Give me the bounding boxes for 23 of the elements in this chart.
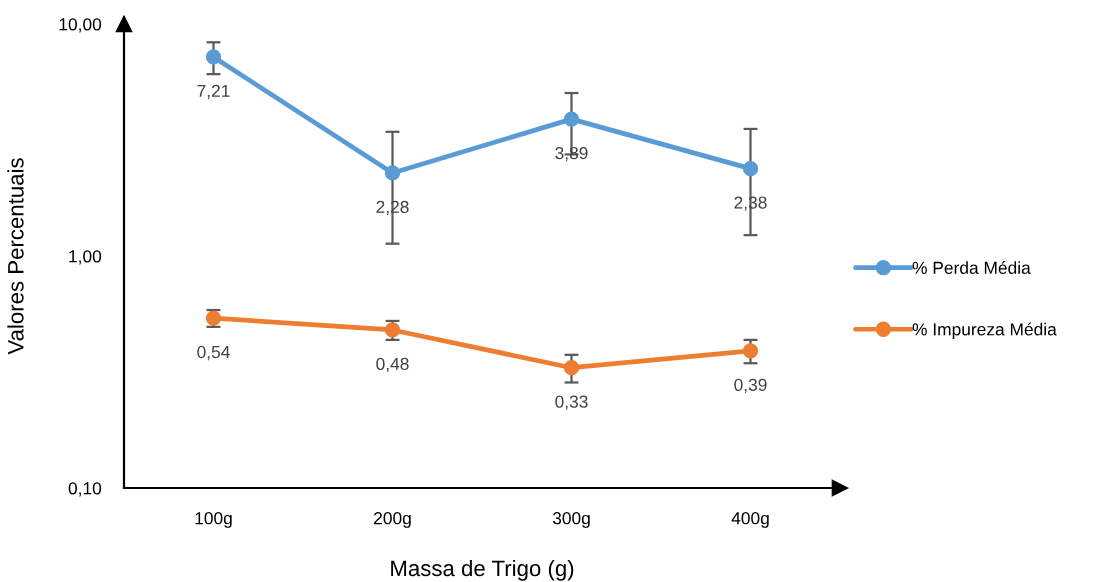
point [205,49,222,65]
point [563,111,580,127]
data-label: 7,21 [197,84,230,100]
x-tick-label: 400g [731,512,769,528]
data-label: 3,89 [555,146,588,162]
y-tick-label: 1,00 [69,250,102,265]
data-label: 0,33 [555,395,588,410]
y-axis-title: Valores Percentuais [7,158,24,355]
data-label: 0,54 [197,345,230,361]
data-label: 0,48 [376,357,409,373]
x-axis-title: Massa de Trigo (g) [391,559,574,581]
point [742,160,759,177]
y-tick-label: 10,00 [59,18,102,33]
point [742,343,759,359]
x-tick-label: 300g [552,512,590,528]
legend-label: % Perda Média [912,261,1031,274]
x-tick-label: 200g [374,512,411,528]
x-tick-label: 100g [195,512,232,528]
data-label: 0,39 [734,378,767,393]
legend-label: % Impureza Média [912,322,1057,339]
point [563,360,580,376]
point [384,165,401,181]
y-tick-label: 0,10 [68,482,102,497]
